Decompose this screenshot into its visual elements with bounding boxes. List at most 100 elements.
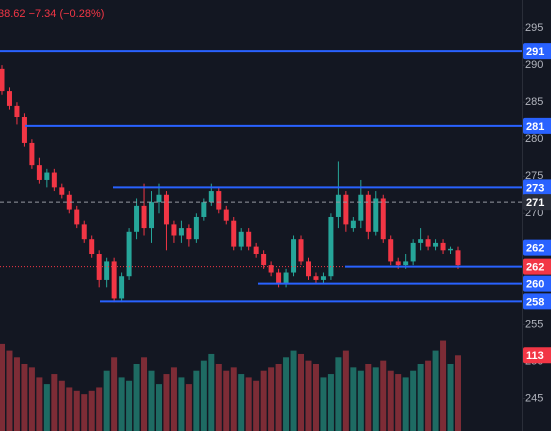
volume-bar [432,350,439,431]
volume-bar [455,355,461,431]
volume-bar [178,377,185,431]
candle-body [193,216,199,240]
candle-body [425,239,431,247]
volume-bar [6,350,13,431]
y-tick-label: 285 [525,96,543,108]
y-tick-label: 245 [525,392,543,404]
candle-body [51,172,57,188]
candle-body [388,239,394,262]
volume-bar [447,364,454,431]
candle-body [238,231,244,247]
price-label-box [523,258,551,275]
volume-bar [96,387,103,431]
y-tick-label: 275 [525,170,543,182]
candle-body [268,265,274,273]
volume-bar [380,360,387,431]
volume-bar [305,360,312,431]
candle-body [29,142,35,166]
candle-body [365,194,371,232]
candle-body [201,202,207,217]
volume-label-box [523,347,551,364]
volume-bar [268,367,275,431]
volume-bar [133,364,140,431]
volume-bar [290,350,297,431]
candle-body [358,194,364,221]
candle-body [66,194,72,210]
volume-bar [402,377,409,431]
candle-body [223,209,229,221]
price-label-box [523,239,551,256]
price-label: 262 [526,262,544,274]
volume-bar [36,377,43,431]
candle-body [178,228,184,236]
volume-bar [21,364,28,431]
candle-body [134,205,140,232]
volume-bar [58,380,65,431]
price-label-box [523,43,551,60]
y-tick-label: 290 [525,59,543,71]
volume-bar [66,387,73,431]
volume-bar [148,370,155,431]
candle-body [261,254,267,266]
price-label-box [523,293,551,310]
volume-bar [342,350,349,431]
candle-body [305,261,311,277]
volume-bar [163,374,170,431]
candle-body [440,242,446,251]
candle-body [89,239,95,255]
candle-body [328,216,334,277]
volume-bar [372,367,379,431]
candle-body [0,68,5,92]
candle-body [6,91,12,106]
volume-bar [320,377,327,431]
volume-bar [193,370,200,431]
volume-bar [417,364,424,431]
volume-bar [103,370,110,431]
volume-bar [230,367,237,431]
candle-body [208,191,214,203]
candle-body [380,198,386,240]
candle-body [298,239,304,262]
price-label: 281 [526,121,544,133]
price-label-box [523,275,551,292]
volume-bar [238,374,245,431]
y-tick-label: 270 [525,207,543,219]
y-tick-label: 280 [525,133,543,145]
price-label-box [523,194,551,211]
candle-body [156,194,162,203]
volume-bar [327,374,334,431]
y-tick-label: 295 [525,22,543,34]
volume-bar [335,357,342,431]
volume-bar [395,374,402,431]
volume-bar [410,370,417,431]
price-header: 38.62 −7.34 (−0.28%) [0,8,104,20]
volume-bar [73,390,80,431]
candle-body [141,205,147,229]
candle-body [320,276,326,280]
candle-body [395,261,401,266]
volume-bar [118,377,125,431]
price-label-box [523,117,551,134]
volume-bar [312,364,319,431]
candle-body [14,105,20,118]
candle-body [253,246,259,255]
price-label: 260 [526,279,544,291]
candle-body [111,261,117,299]
volume-bar [350,367,357,431]
candle-body [126,231,132,277]
volume-bar [245,377,252,431]
volume-bar [170,367,177,431]
candle-body [74,209,80,225]
price-label-box [523,179,551,196]
volume-bar [88,390,95,431]
price-label: 291 [526,46,544,58]
candle-body [246,231,252,247]
volume-bar [126,380,133,431]
volume-bar [51,374,58,431]
candle-body [291,239,297,273]
volume-bar [0,343,5,431]
volume-bar [185,384,192,431]
y-tick-label: 255 [525,318,543,330]
candle-body [455,250,461,266]
